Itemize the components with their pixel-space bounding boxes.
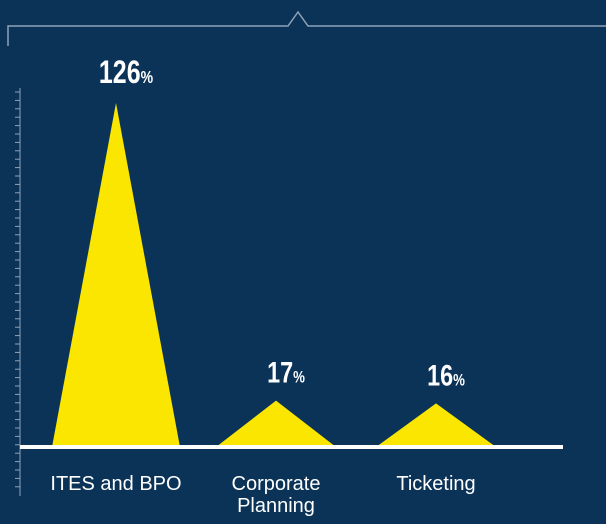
y-axis (15, 88, 21, 496)
category-label: ITES and BPO (50, 473, 181, 495)
top-frame (7, 10, 606, 46)
value-label: 16% (427, 359, 465, 392)
peaks (52, 103, 496, 447)
value-label: 17% (267, 356, 305, 389)
peak-3 (376, 403, 496, 447)
value-label: 126% (99, 55, 153, 91)
category-label: Ticketing (396, 473, 475, 495)
peak-1 (52, 103, 180, 447)
value-labels: 126% 17% 16% (99, 55, 465, 392)
category-label: Corporate Planning (232, 473, 321, 517)
category-labels: ITES and BPO Corporate Planning Ticketing (50, 473, 475, 517)
peak-2 (216, 400, 336, 447)
